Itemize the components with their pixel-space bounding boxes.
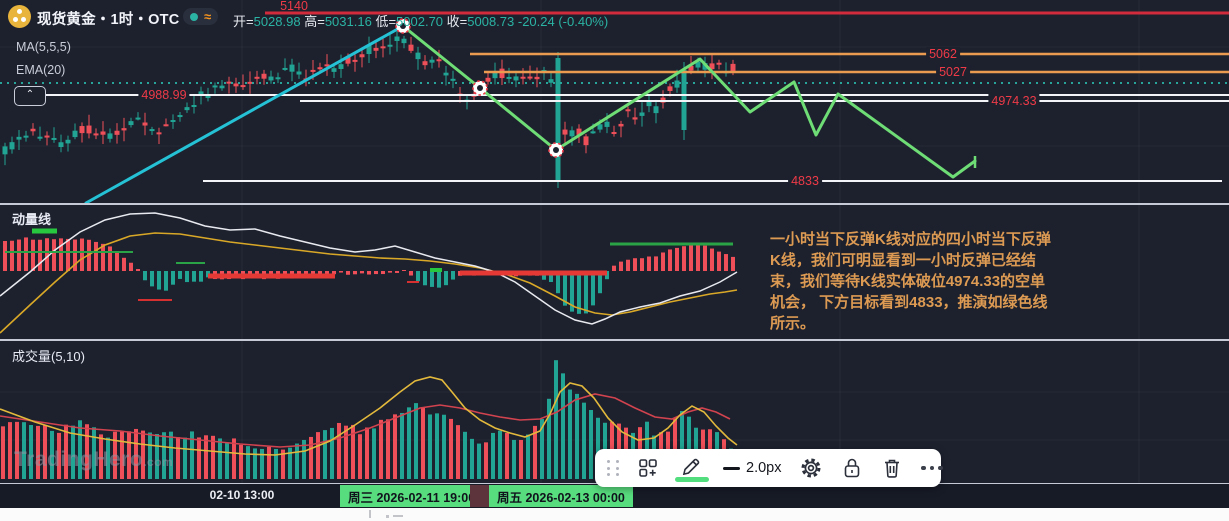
settings-button[interactable] — [799, 453, 823, 483]
objects-icon — [637, 457, 659, 479]
lock-button[interactable] — [841, 453, 863, 483]
delete-button[interactable] — [881, 453, 903, 483]
time-badge-1: 周三 2026-02-11 19:00 — [340, 485, 484, 507]
line-width-button[interactable]: 2.0px — [723, 453, 781, 483]
bottom-strip — [0, 508, 1229, 521]
gridlines — [241, 0, 1140, 483]
line-width-value: 2.0px — [746, 460, 782, 476]
panel-separator — [0, 339, 1229, 341]
app-logo-icon — [8, 5, 31, 28]
strip-artifact — [386, 515, 389, 518]
market-status-pill[interactable]: ≈ — [183, 8, 219, 25]
strip-artifact — [369, 510, 371, 518]
lock-icon — [841, 456, 863, 480]
drag-handle-icon[interactable] — [605, 453, 621, 483]
more-icon — [921, 465, 926, 471]
symbol-title[interactable]: 现货黄金・1时・OTC — [37, 12, 180, 28]
time-tick: 02-10 13:00 — [209, 488, 275, 502]
volume-ma-red — [0, 393, 731, 448]
price-label-4974[interactable]: 4974.33 — [988, 94, 1040, 108]
drawing-toolbar: 2.0px — [595, 449, 943, 487]
price-label-4833[interactable]: 4833 — [788, 174, 822, 188]
strip-artifact — [393, 515, 403, 517]
momentum-panel-label[interactable]: 动量线 — [12, 212, 52, 227]
gear-icon — [799, 456, 823, 480]
ohlc-readout: 开=5028.98 高=5031.16 低=5002.70 收=5008.73 … — [233, 14, 609, 29]
time-badge-2: 周五 2026-02-13 00:00 — [489, 485, 633, 507]
analysis-annotation: 一小时当下反弹K线对应的四小时当下反弹 K线，我们可明显看到一小时反弹已经结 束… — [770, 231, 1051, 332]
price-label-5140[interactable]: 5140 — [280, 0, 308, 13]
object-tree-button[interactable] — [637, 453, 659, 483]
price-label-4988[interactable]: 4988.99 — [138, 88, 190, 102]
cyan-trendline[interactable] — [84, 24, 405, 205]
pencil-icon — [680, 455, 704, 475]
green-projection-line[interactable] — [401, 24, 977, 179]
momentum-macd-line — [0, 212, 738, 325]
collapse-panel-button[interactable]: ⌃ — [14, 86, 46, 106]
volume-panel-label[interactable]: 成交量(5,10) — [12, 349, 85, 364]
candles — [2, 31, 736, 188]
ema-indicator-label[interactable]: EMA(20) — [16, 63, 66, 77]
line-width-icon — [723, 466, 740, 470]
price-label-5027[interactable]: 5027 — [936, 65, 970, 79]
chevron-up-icon: ⌃ — [25, 89, 35, 100]
watermark: TradingHero.com — [14, 448, 174, 471]
approx-icon: ≈ — [204, 9, 212, 24]
ma-indicator-label[interactable]: MA(5,5,5) — [16, 40, 71, 54]
more-options-button[interactable] — [921, 453, 943, 483]
status-dot-icon — [190, 12, 198, 21]
momentum-histogram — [3, 237, 735, 314]
volume-ma-yellow — [0, 376, 738, 456]
panel-separator — [0, 203, 1229, 205]
price-label-5062[interactable]: 5062 — [926, 47, 960, 61]
change-value: -20.24 (-0.40%) — [517, 14, 609, 29]
trash-icon — [881, 456, 903, 480]
axis-gap-marker — [470, 485, 489, 507]
active-color-indicator — [675, 476, 709, 482]
momentum-signal-line — [0, 232, 738, 334]
pencil-tool-button[interactable] — [675, 453, 709, 483]
